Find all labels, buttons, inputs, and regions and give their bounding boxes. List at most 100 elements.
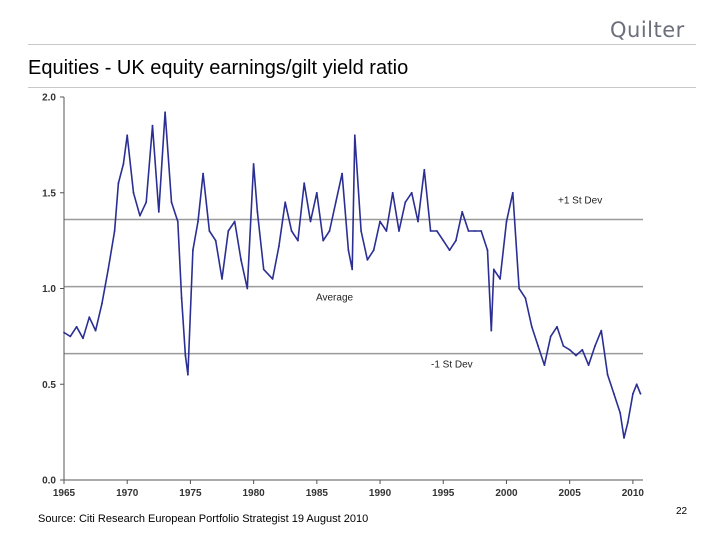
data-point [575,354,577,357]
header-divider [28,44,696,45]
y-tick-label: 2.0 [42,93,56,104]
data-point [303,182,306,185]
x-tick-label: 1965 [53,488,76,499]
data-point [139,214,141,217]
data-point [309,220,312,223]
data-point [278,245,280,248]
data-point [256,211,259,213]
data-point [170,201,173,204]
data-point [221,278,223,280]
data-point [290,230,293,232]
data-point [227,230,230,232]
data-point [490,329,493,332]
series-layer [63,111,642,439]
data-point [271,278,274,280]
data-point [492,268,495,271]
data-point [69,335,72,338]
data-point [543,364,546,366]
data-point [417,220,419,223]
x-tick-label: 1980 [243,488,266,499]
data-point [410,191,413,194]
data-point [63,331,65,334]
data-point [117,182,120,185]
title-divider [28,87,696,88]
data-point [353,134,356,137]
data-point [537,345,539,347]
data-point [511,191,514,194]
reference-label: Average [316,293,354,304]
data-point [635,383,638,386]
data-point [101,302,103,305]
y-tick-label: 0.5 [42,380,56,391]
data-point [606,373,609,376]
data-point [82,337,84,340]
x-tick-label: 1995 [432,488,455,499]
data-point [202,172,205,175]
data-point [372,249,375,252]
data-point [164,111,167,114]
data-point [208,230,211,232]
data-point [626,421,629,424]
data-point [455,239,457,242]
data-point [262,268,265,271]
data-point [623,437,625,439]
data-point [530,325,533,328]
data-point [322,239,325,242]
data-point [556,325,558,328]
data-point [246,287,249,290]
y-tick-label: 0.0 [42,476,56,487]
data-point [486,249,489,252]
data-point [334,201,337,204]
ratio-series-line [63,111,642,439]
reference-labels: +1 St Dev Average -1 St Dev [316,196,602,371]
data-point [581,348,584,351]
data-point [549,335,552,338]
x-tick-label: 1970 [116,488,139,499]
chart-axes: 0.0 0.5 1.0 1.5 2.0 1965 1970 1975 1980 1985 1990 1… [42,93,644,500]
y-tick-label: 1.5 [42,188,56,199]
reference-label: -1 St Dev [431,360,473,371]
data-point [518,287,520,290]
data-point [391,191,394,194]
data-point [94,329,97,332]
data-point [480,230,483,232]
data-point [505,220,508,223]
data-point [360,230,362,232]
data-point [474,230,476,232]
data-point [252,163,255,165]
data-point [613,392,615,395]
data-point [192,249,194,252]
source-note: Source: Citi Research European Portfolio… [38,513,369,525]
data-point [423,168,426,171]
data-point [448,249,451,252]
data-point [184,354,187,357]
data-point [107,268,110,271]
x-tick-label: 2005 [559,488,582,499]
data-point [113,230,116,232]
data-point [524,297,527,299]
data-point [379,220,381,223]
data-point [151,124,154,127]
data-point [568,348,571,351]
data-point [499,278,501,280]
data-point [187,373,189,376]
data-point [341,172,343,175]
data-point [351,268,354,271]
data-point [176,220,179,223]
data-point [600,329,603,332]
data-point [404,201,407,204]
data-point [366,258,369,261]
data-point [315,191,318,194]
data-point [429,230,432,232]
page-number: 22 [676,506,688,517]
x-tick-label: 2010 [622,488,645,499]
data-point [180,297,183,299]
data-point [436,230,438,232]
data-point [594,345,596,347]
slide-title: Equities - UK equity earnings/gilt yield… [28,57,409,79]
y-tick-label: 1.0 [42,284,56,295]
data-point [75,325,78,328]
data-point [347,249,350,252]
quilter-logo: Quilter [610,18,685,42]
x-tick-label: 1990 [369,488,392,499]
